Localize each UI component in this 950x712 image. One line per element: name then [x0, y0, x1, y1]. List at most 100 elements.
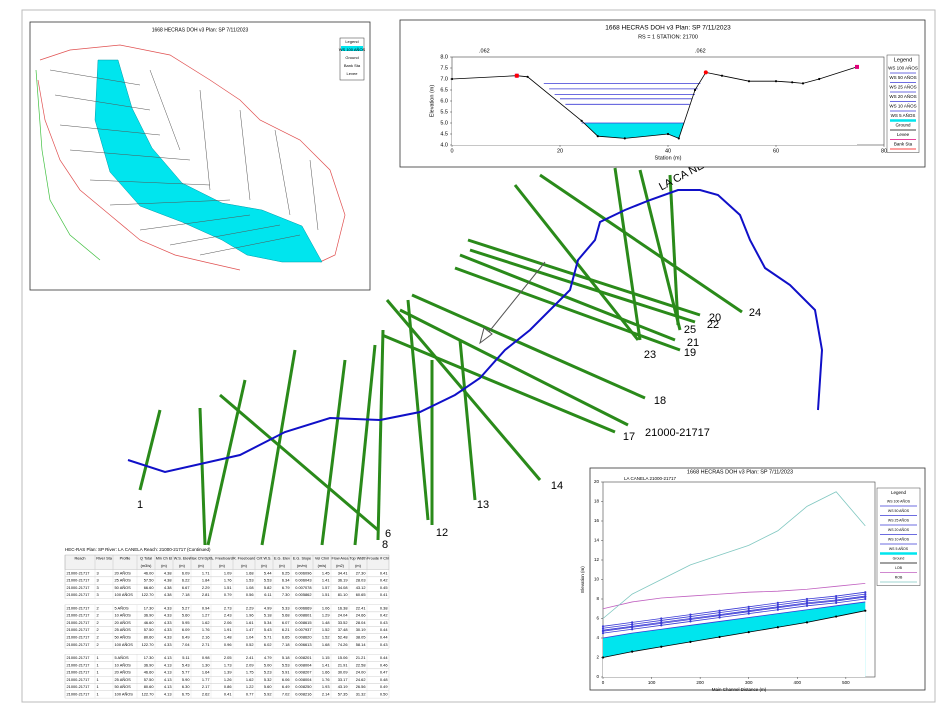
- table-cell: 57.50: [144, 578, 155, 583]
- table-cell: 1.57: [322, 585, 330, 590]
- table-cell: 21000-21717: [67, 655, 90, 660]
- section-label: 8: [382, 539, 388, 551]
- table-cell: 1.27: [202, 613, 210, 618]
- table-cell: 30.19: [356, 627, 366, 632]
- table-cell: 6.02: [264, 642, 272, 647]
- inset-title: 1668 HECRAS DOH v3 Plan: SP 7/11/2023: [152, 27, 249, 33]
- series-marker: [864, 597, 867, 601]
- table-cell: 1.77: [202, 677, 210, 682]
- table-cell: 38.05: [356, 635, 366, 640]
- series-marker: [660, 645, 663, 648]
- table-cell: 4.13: [164, 655, 172, 660]
- table-cell: 5.90: [182, 677, 190, 682]
- x-tick-label: 20: [557, 148, 563, 154]
- table-cell: 57.50: [144, 677, 155, 682]
- table-unit: (m): [198, 564, 204, 568]
- table-unit: (m/m): [297, 564, 308, 568]
- table-cell: 0.006096: [295, 570, 311, 575]
- y-tick-label: 8: [596, 596, 599, 601]
- table-cell: 28.03: [356, 578, 366, 583]
- table-cell: 34.08: [338, 585, 348, 590]
- table-cell: 1: [97, 684, 99, 689]
- table-cell: 25 AÑOS: [115, 578, 132, 583]
- table-cell: 5.53: [264, 578, 272, 583]
- table-cell: 15.06: [338, 655, 348, 660]
- table-cell: 21000-21717: [67, 620, 90, 625]
- table-cell: 22.58: [356, 662, 366, 667]
- series-line: [602, 610, 866, 658]
- table-cell: 0.79: [224, 592, 232, 597]
- table-unit: (m2): [336, 564, 345, 568]
- table-cell: 7.04: [182, 642, 190, 647]
- x-tick-label: 400: [794, 680, 802, 685]
- series-marker: [596, 135, 599, 138]
- table-cell: 2: [97, 627, 99, 632]
- series-marker: [666, 132, 670, 136]
- table-cell: 100 AÑOS: [115, 592, 134, 597]
- inset-legend-box: [339, 37, 365, 81]
- y-tick-label: 20: [594, 479, 600, 484]
- table-cell: 4.33: [164, 620, 172, 625]
- series-marker: [835, 599, 838, 603]
- table-cell: 60.65: [356, 592, 366, 597]
- y-tick-label: 2: [596, 655, 599, 660]
- table-cell: 0.43: [380, 620, 388, 625]
- table-cell: 34.41: [338, 570, 348, 575]
- table-header: Top Width: [350, 557, 367, 561]
- table-cell: 5.43: [264, 627, 272, 632]
- table-cell: 5.71: [264, 635, 272, 640]
- table-cell: 2.71: [202, 642, 210, 647]
- series-marker: [747, 631, 750, 634]
- table-cell: 0.008620: [295, 635, 312, 640]
- table-cell: 0.38: [380, 605, 388, 610]
- x-tick-label: 500: [842, 680, 850, 685]
- legend-label: WS 10 AÑOS: [889, 103, 916, 109]
- table-cell: 2.41: [246, 655, 254, 660]
- legend-label: WS 20 AÑOS: [888, 527, 910, 532]
- table-cell: 1: [97, 691, 99, 696]
- table-cell: 21000-21717: [67, 627, 90, 632]
- y-tick-label: 7.5: [440, 65, 448, 71]
- x-tick-label: 100: [648, 680, 656, 685]
- series-marker: [776, 601, 779, 605]
- table-cell: 0.98: [202, 655, 210, 660]
- table-unit: (m): [279, 564, 285, 568]
- y-tick-label: 12: [594, 557, 600, 562]
- series-marker: [835, 615, 838, 618]
- series-line: [602, 491, 866, 619]
- table-cell: 6.49: [282, 684, 290, 689]
- table-cell: 21000-21717: [67, 635, 90, 640]
- section-label: 17: [623, 431, 635, 443]
- series-marker: [718, 614, 721, 617]
- table-title: HEC-RAS Plan: SP River: LA CANELA Reach:…: [65, 547, 211, 552]
- table-cell: 0.006043: [295, 578, 311, 583]
- series-marker: [601, 632, 605, 635]
- y-tick-label: 4.5: [440, 131, 448, 137]
- inset-legend-item: Bank Sta: [344, 63, 361, 68]
- table-cell: 5.60: [264, 684, 272, 689]
- table-cell: 4.33: [164, 635, 172, 640]
- section-label: 18: [654, 395, 666, 407]
- section-label: 1: [137, 499, 143, 511]
- section-label: 25: [684, 324, 696, 336]
- table-cell: 36.90: [144, 662, 155, 667]
- table-cell: 5.91: [282, 670, 290, 675]
- table-cell: 81.10: [338, 592, 349, 597]
- series-marker: [601, 625, 605, 628]
- x-axis-label: Station (m): [655, 155, 682, 161]
- legend-label: WS 10 AÑOS: [888, 536, 910, 541]
- table-cell: 2.14: [322, 691, 330, 696]
- table-cell: 5.95: [182, 620, 190, 625]
- series-line: [602, 593, 866, 629]
- table-unit: (m): [179, 564, 185, 568]
- series-line: [602, 583, 866, 610]
- series-marker: [747, 612, 750, 615]
- table-cell: 1.96: [246, 613, 254, 618]
- table-cell: 0.008216: [295, 691, 311, 696]
- table-cell: 1.62: [246, 677, 254, 682]
- table-cell: 1.04: [246, 635, 254, 640]
- legend-label: ROB: [895, 575, 903, 579]
- flow-arrow: [483, 261, 546, 339]
- series-marker: [526, 75, 529, 78]
